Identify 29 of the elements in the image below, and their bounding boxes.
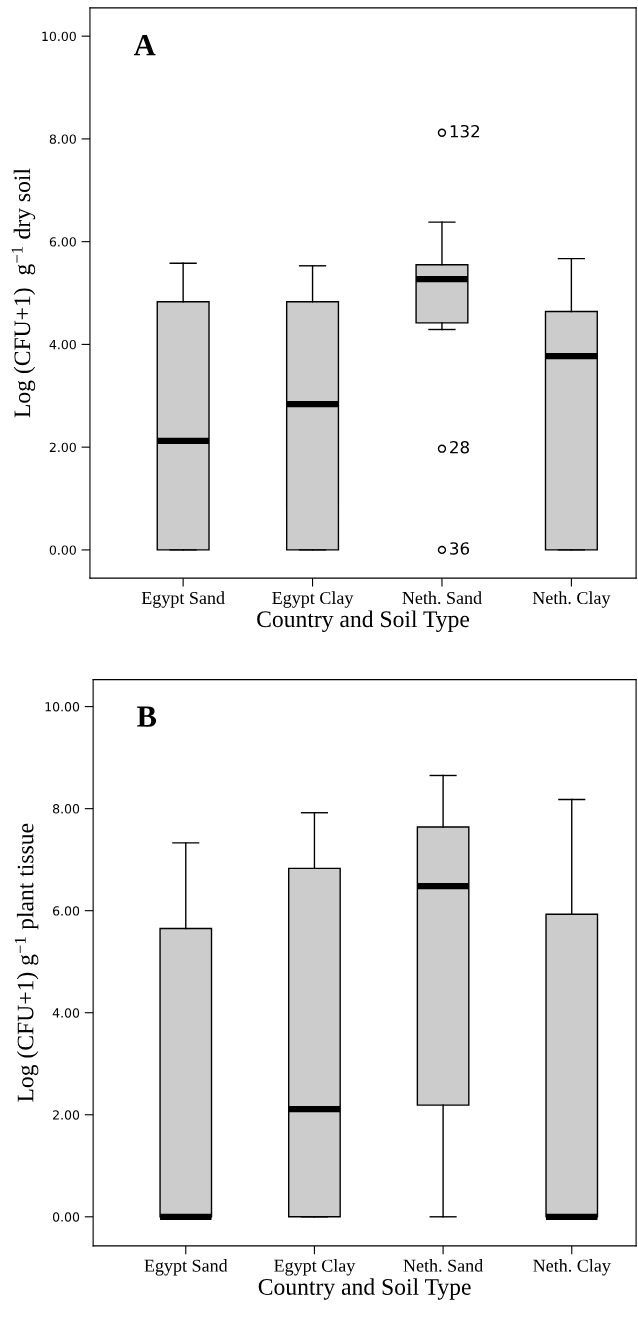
y-tick-label: 2.00 <box>53 1110 80 1120</box>
x-tick-label: Egypt Sand <box>141 591 225 608</box>
x-tick-label: Egypt Clay <box>274 1259 356 1276</box>
annotation: 132 <box>450 124 480 138</box>
y-tick-label: 6.00 <box>49 237 76 247</box>
y-tick-label: 10.00 <box>42 31 76 42</box>
text: A <box>133 35 156 56</box>
y-tick-label: 0.00 <box>49 545 76 555</box>
y-axis-title: Log (CFU+1) g$^{−1}$ plant tissue <box>14 823 39 1102</box>
y-tick-label: 6.00 <box>52 906 80 916</box>
y-tick-label: 10.00 <box>45 702 80 712</box>
y-tick-label: 0.00 <box>52 1212 80 1222</box>
x-tick-label: Neth. Clay <box>532 591 611 608</box>
y-axis-title: Log (CFU+1) g$^{−1}$ dry soil <box>11 168 36 418</box>
y-tick-label: 4.00 <box>49 339 76 350</box>
x-tick-label: Neth. Sand <box>403 1259 483 1272</box>
text: B <box>137 706 157 727</box>
annotation: 36 <box>450 542 470 555</box>
y-tick-label: 4.00 <box>52 1008 80 1018</box>
x-tick-label: Neth. Sand <box>402 591 482 605</box>
x-axis-title: Country and Soil Type <box>258 1278 471 1300</box>
y-tick-label: 2.00 <box>49 442 76 453</box>
annotation: 28 <box>450 440 469 454</box>
y-tick-label: 8.00 <box>52 804 80 814</box>
y-tick-label: 8.00 <box>49 134 76 144</box>
x-tick-label: Egypt Clay <box>272 591 354 608</box>
x-tick-label: Egypt Sand <box>144 1259 228 1276</box>
x-axis-title: Country and Soil Type <box>257 610 470 633</box>
x-tick-label: Neth. Clay <box>533 1259 611 1276</box>
